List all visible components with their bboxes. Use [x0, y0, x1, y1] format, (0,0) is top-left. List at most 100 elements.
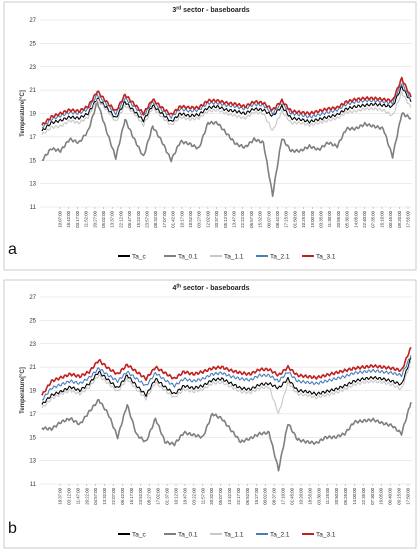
- y-tick-label: 11: [30, 205, 37, 211]
- x-tick-label: 06:52:00: [245, 487, 250, 504]
- x-tick-label: 08:42:00: [275, 210, 280, 227]
- panel-letter: b: [8, 520, 17, 537]
- y-tick-label: 21: [29, 88, 36, 94]
- y-tick-label: 25: [29, 318, 36, 324]
- x-tick-label: 11:52:00: [84, 210, 89, 227]
- x-tick-label: 17:15:00: [284, 210, 289, 227]
- x-tick-label: 00:40:00: [388, 487, 393, 504]
- y-tick-label: 23: [29, 342, 36, 348]
- x-tick-label: 05:25:00: [343, 487, 348, 504]
- chart-panel-b: 4th sector - baseboards 11 13 15 17 19 21 23 25 2…: [3, 279, 417, 549]
- y-tick-label: 17: [29, 412, 36, 418]
- y-tick-label: 19: [29, 389, 36, 395]
- x-tick-label: 11:47:00: [75, 487, 80, 504]
- chart-frame: [3, 279, 417, 549]
- x-tick-label: 17:07:00: [162, 210, 167, 227]
- x-tick-label: 05:12:00: [223, 210, 228, 227]
- chart-frame: [3, 1, 417, 271]
- legend-label: Ta_2.1: [270, 253, 290, 260]
- legend-label: Ta_1.1: [224, 253, 244, 260]
- y-tick-label: 13: [29, 459, 36, 465]
- x-tick-label: 09:15:00: [397, 487, 402, 504]
- y-axis-label: Temperature[°C]: [20, 90, 26, 137]
- x-tick-label: 17:10:00: [281, 487, 286, 504]
- y-tick-label: 21: [29, 365, 36, 371]
- x-tick-label: 18:37:00: [58, 487, 63, 504]
- x-tick-label: 18:55:00: [307, 487, 312, 504]
- x-tick-label: 20:27:00: [92, 210, 97, 227]
- x-tick-label: 00:45:00: [388, 210, 393, 227]
- y-tick-label: 11: [30, 482, 37, 488]
- legend-label: Ta_c: [132, 253, 146, 260]
- series-line-ta-c: [41, 357, 412, 405]
- y-tick-label: 25: [29, 41, 36, 47]
- x-tick-label: 11:57:00: [200, 487, 205, 504]
- legend-label: Ta_1.1: [224, 531, 244, 538]
- x-tick-label: 01:50:00: [292, 210, 297, 227]
- chart-title: 3rd sector - baseboards: [172, 6, 249, 15]
- x-tick-label: 15:27:00: [254, 487, 259, 504]
- series-line-ta-2-1: [41, 355, 412, 401]
- chart-title-number: 4: [172, 285, 176, 292]
- x-tick-label: 18:47:00: [182, 487, 187, 504]
- series-line-ta-0-1: [41, 398, 412, 472]
- x-tick-label: 17:50:00: [406, 487, 411, 504]
- y-tick-label: 17: [29, 135, 36, 141]
- x-tick-label: 04:57:00: [93, 487, 98, 504]
- x-tick-label: 22:35:00: [361, 487, 366, 504]
- x-tick-label: 03:17:00: [75, 210, 80, 227]
- x-tick-label: 10:20:00: [298, 487, 303, 504]
- x-tick-label: 22:40:00: [362, 210, 367, 227]
- y-tick-label: 27: [29, 295, 36, 301]
- x-tick-label: 14:05:00: [353, 210, 358, 227]
- series-line-ta-1-1: [41, 361, 412, 414]
- x-tick-label: 15:32:00: [258, 210, 263, 227]
- x-tick-label: 15:22:00: [136, 210, 141, 227]
- series-line-ta-1-1: [41, 91, 412, 135]
- x-tick-label: 17:02:00: [156, 487, 161, 504]
- legend-label: Ta_3.1: [316, 253, 336, 260]
- x-tick-label: 03:22:00: [191, 487, 196, 504]
- series-line-ta-3-1: [41, 346, 412, 396]
- x-tick-label: 16:05:00: [379, 487, 384, 504]
- x-tick-label: 20:37:00: [214, 210, 219, 227]
- x-tick-label: 05:07:00: [218, 487, 223, 504]
- x-tick-label: 01:37:00: [165, 487, 170, 504]
- y-tick-label: 23: [29, 65, 36, 71]
- x-tick-label: 17:55:00: [406, 210, 411, 227]
- legend-label: Ta_c: [132, 531, 146, 538]
- x-tick-label: 16:10:00: [379, 210, 384, 227]
- x-tick-label: 06:57:00: [249, 210, 254, 227]
- x-tick-label: 13:42:00: [227, 487, 232, 504]
- legend-label: Ta_0.1: [178, 253, 198, 260]
- x-tick-label: 10:12:00: [174, 487, 179, 504]
- chart-panel-a: 3rd sector - baseboards 11 13 15 17 19 21 23 25 2…: [3, 1, 417, 271]
- x-tick-label: 03:35:00: [319, 210, 324, 227]
- x-tick-label: 07:30:00: [370, 487, 375, 504]
- x-tick-label: 08:37:00: [272, 487, 277, 504]
- x-tick-label: 22:07:00: [111, 487, 116, 504]
- x-tick-label: 08:27:00: [147, 487, 152, 504]
- chart-title: 4th sector - baseboards: [172, 284, 249, 293]
- legend-label: Ta_3.1: [316, 531, 336, 538]
- x-tick-label: 14:00:00: [352, 487, 357, 504]
- x-tick-label: 03:30:00: [316, 487, 321, 504]
- x-tick-label: 08:32:00: [153, 210, 158, 227]
- x-tick-label: 10:07:00: [58, 210, 63, 227]
- x-tick-label: 15:17:00: [129, 487, 134, 504]
- series-line-ta-2-1: [41, 83, 412, 129]
- y-tick-label: 27: [29, 18, 36, 24]
- x-tick-label: 01:42:00: [171, 210, 176, 227]
- x-tick-label: 19:00:00: [310, 210, 315, 227]
- x-tick-label: 10:25:00: [301, 210, 306, 227]
- series-line-ta-3-1: [41, 76, 412, 126]
- chart-title-suffix: rd: [176, 6, 181, 12]
- y-tick-label: 19: [29, 112, 36, 118]
- x-tick-label: 06:47:00: [127, 210, 132, 227]
- x-tick-label: 07:35:00: [371, 210, 376, 227]
- x-tick-label: 03:12:00: [66, 487, 71, 504]
- x-tick-label: 18:52:00: [188, 210, 193, 227]
- series-line-ta-0-1: [42, 100, 412, 197]
- x-tick-label: 11:30:00: [327, 210, 332, 227]
